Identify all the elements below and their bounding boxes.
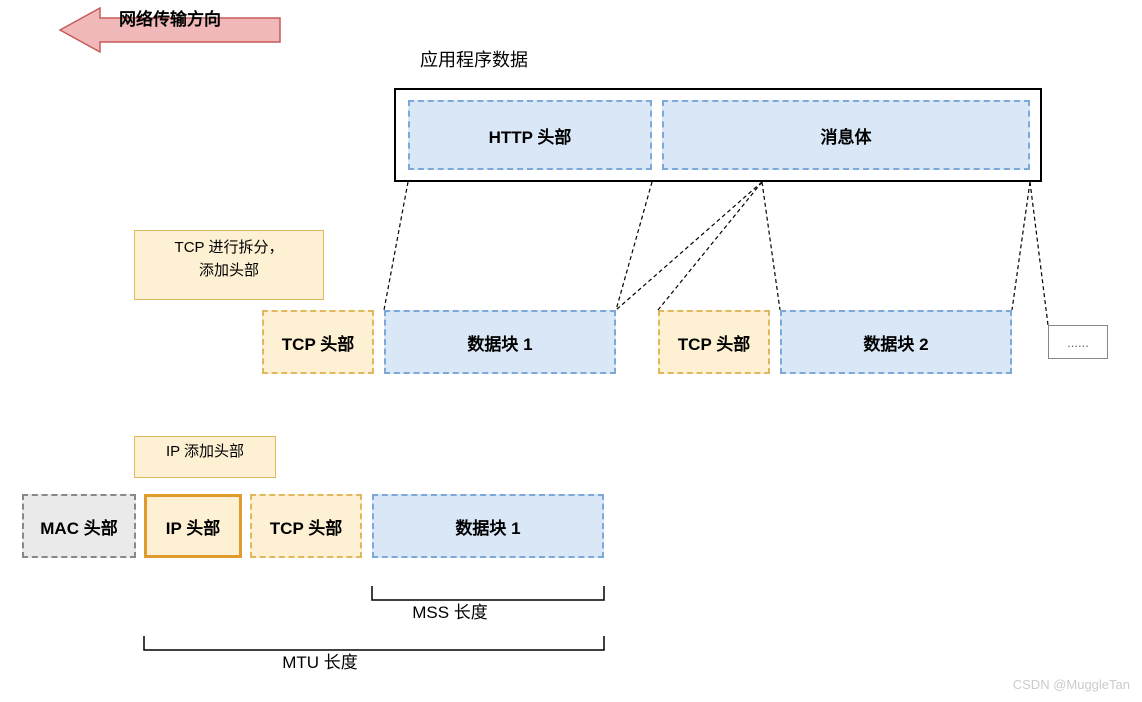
ip-header-box: IP 头部 bbox=[144, 494, 242, 558]
tcp-note-line1: TCP 进行拆分， bbox=[175, 239, 284, 256]
watermark: CSDN @MuggleTan bbox=[1013, 677, 1130, 692]
svg-text:网络传输方向: 网络传输方向 bbox=[119, 9, 221, 29]
tcp-header-2: TCP 头部 bbox=[658, 310, 770, 374]
app-data-title: 应用程序数据 bbox=[420, 46, 528, 72]
tcp-split-note: TCP 进行拆分， 添加头部 bbox=[134, 230, 324, 300]
tcp-header-1: TCP 头部 bbox=[262, 310, 374, 374]
message-body-box: 消息体 bbox=[662, 100, 1030, 170]
http-header-box: HTTP 头部 bbox=[408, 100, 652, 170]
data-block-1: 数据块 1 bbox=[384, 310, 616, 374]
svg-text:MSS 长度: MSS 长度 bbox=[412, 603, 488, 622]
data-block-2: 数据块 2 bbox=[780, 310, 1012, 374]
ip-add-header-note: IP 添加头部 bbox=[134, 436, 276, 478]
tcp-header-3: TCP 头部 bbox=[250, 494, 362, 558]
ellipsis-box: ...... bbox=[1048, 325, 1108, 359]
svg-text:MTU 长度: MTU 长度 bbox=[282, 653, 358, 672]
data-block-1b: 数据块 1 bbox=[372, 494, 604, 558]
mac-header-box: MAC 头部 bbox=[22, 494, 136, 558]
tcp-note-line2: 添加头部 bbox=[199, 262, 259, 279]
